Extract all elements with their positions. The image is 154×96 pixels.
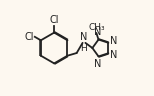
Text: N: N — [94, 59, 101, 69]
Text: H: H — [81, 44, 87, 53]
Text: N: N — [110, 50, 118, 60]
Text: N: N — [110, 36, 118, 46]
Text: N: N — [94, 27, 101, 37]
Text: N: N — [80, 32, 88, 42]
Text: Cl: Cl — [25, 32, 34, 42]
Text: CH₃: CH₃ — [88, 23, 105, 32]
Text: Cl: Cl — [49, 15, 59, 25]
